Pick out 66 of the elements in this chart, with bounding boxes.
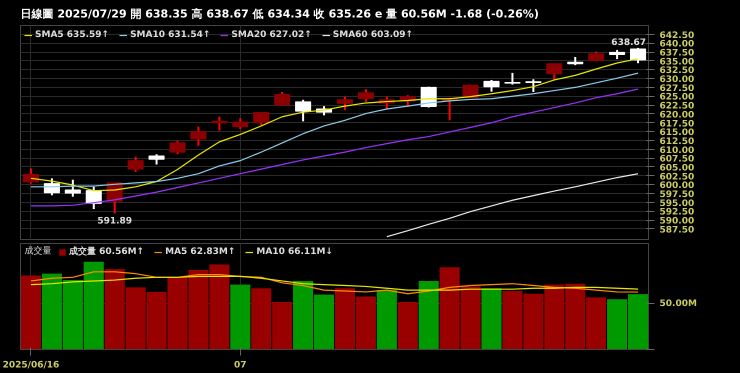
y-tick-label: 590.00 [660, 216, 694, 227]
bar [230, 284, 250, 350]
legend-label: MA5 62.83M↑ [165, 246, 236, 256]
candlestick [22, 167, 40, 185]
candlestick [128, 156, 144, 173]
y-tick-label: 587.50 [660, 225, 694, 236]
legend-label: 成交量 60.56M↑ [69, 245, 144, 258]
candlestick [504, 72, 520, 86]
candlestick [336, 96, 354, 112]
legend-label: SMA10 631.54↑ [130, 30, 210, 40]
y-tick-label: 642.50 [660, 30, 694, 41]
y-tick-label: 627.50 [660, 84, 694, 94]
y-tick-label: 637.50 [660, 48, 694, 59]
candlestick [483, 78, 500, 93]
y-tick-label: 612.50 [660, 136, 694, 147]
y-tick-label: 635.00 [660, 57, 694, 68]
line-series [386, 173, 639, 238]
y-tick-label: 630.00 [660, 75, 694, 86]
candlestick [274, 91, 290, 106]
bar [418, 280, 439, 350]
y-tick-label: 640.00 [660, 40, 694, 50]
y-tick-label: 595.00 [660, 198, 694, 209]
y-tick-label: 617.50 [660, 119, 694, 130]
y-tick-label: 607.50 [660, 154, 694, 165]
candlestick [295, 98, 312, 122]
candlestick [148, 153, 165, 166]
annotation: 591.89 [97, 216, 132, 226]
candlestick [609, 48, 626, 60]
y-tick-label: 610.00 [660, 146, 694, 156]
candlestick [546, 62, 562, 81]
y-tick-label: 622.50 [660, 102, 694, 112]
candlestick [253, 112, 270, 126]
y-tick-label: 632.50 [660, 66, 694, 76]
y-tick-label: 625.00 [660, 92, 694, 103]
candlestick [525, 78, 542, 93]
candlestick [630, 46, 646, 64]
y-tick-label: 602.50 [660, 172, 694, 182]
candlestick [64, 178, 81, 198]
candlestick [169, 140, 186, 156]
chart-title: 成交量 [24, 246, 52, 256]
x-tick-label: 07 [234, 360, 247, 370]
y-tick-label: 620.00 [660, 110, 694, 120]
annotation: 638.67 [611, 38, 646, 48]
y-tick-label: 597.50 [660, 190, 694, 200]
chart-title: 日線圖 2025/07/29 開 638.35 高 638.67 低 634.34 收 635.26 e 量 60.56M -1.68 (-0.26%) [20, 8, 539, 20]
y-tick-label: 605.00 [660, 163, 694, 174]
legend-label: MA10 66.11M↓ [256, 246, 333, 256]
line-series [30, 88, 639, 206]
y-tick-label: 50.00M [660, 298, 697, 309]
candlestick [86, 186, 102, 210]
x-tick-label: 2025/06/16 [2, 360, 60, 370]
legend-label: SMA5 635.59↑ [35, 30, 110, 40]
bar [376, 290, 397, 350]
candlestick [211, 116, 228, 132]
candlestick [358, 88, 374, 103]
legend-label: SMA60 603.09↑ [332, 30, 414, 40]
y-tick-label: 615.00 [660, 128, 694, 138]
bar [481, 288, 502, 350]
legend-label: SMA20 627.02↑ [231, 30, 312, 40]
candlestick [190, 126, 206, 147]
y-tick-label: 600.00 [660, 181, 694, 192]
candlestick [462, 84, 479, 99]
bar [20, 275, 42, 350]
candlestick [232, 117, 248, 130]
y-tick-label: 592.50 [660, 208, 694, 218]
bar [398, 302, 418, 350]
